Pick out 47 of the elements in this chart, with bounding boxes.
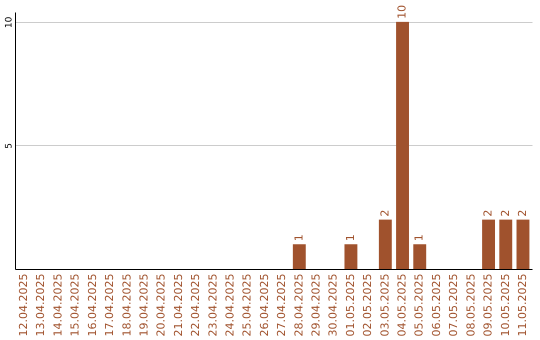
x-tick-label: 26.04.2025 bbox=[258, 274, 271, 336]
data-label: 2 bbox=[516, 210, 529, 217]
bar bbox=[344, 244, 358, 269]
data-label: 10 bbox=[396, 4, 409, 19]
bar bbox=[378, 220, 392, 269]
data-label: 2 bbox=[378, 210, 392, 217]
x-tick-label: 21.04.2025 bbox=[172, 274, 185, 336]
x-tick-label: 01.05.2025 bbox=[344, 274, 357, 336]
bar bbox=[396, 22, 409, 269]
x-tick-label: 08.05.2025 bbox=[464, 274, 478, 336]
x-tick-label: 02.05.2025 bbox=[361, 274, 374, 336]
x-tick-label: 14.04.2025 bbox=[51, 274, 64, 336]
data-label: 1 bbox=[412, 234, 426, 242]
x-tick-label: 17.04.2025 bbox=[103, 274, 116, 336]
x-tick-label: 03.05.2025 bbox=[378, 274, 392, 336]
data-label: 2 bbox=[498, 210, 512, 217]
x-tick-label: 06.05.2025 bbox=[430, 274, 443, 336]
x-tick-label: 24.04.2025 bbox=[223, 274, 236, 336]
x-tick-label: 25.04.2025 bbox=[240, 274, 254, 336]
data-label: 1 bbox=[292, 234, 306, 242]
data-label: 1 bbox=[344, 234, 357, 242]
data-label: 2 bbox=[482, 210, 495, 217]
bar bbox=[482, 220, 496, 269]
x-tick-label: 11.05.2025 bbox=[516, 274, 529, 336]
x-tick-label: 19.04.2025 bbox=[137, 274, 150, 336]
x-tick-label: 28.04.2025 bbox=[292, 274, 306, 336]
x-tick-label: 18.04.2025 bbox=[120, 274, 134, 336]
bar bbox=[292, 244, 306, 269]
bar bbox=[499, 220, 512, 269]
x-tick-label: 16.04.2025 bbox=[86, 274, 99, 336]
x-tick-label: 20.04.2025 bbox=[154, 274, 168, 336]
x-tick-label: 30.04.2025 bbox=[326, 274, 340, 336]
x-tick-label: 13.04.2025 bbox=[34, 274, 48, 336]
x-tick-label: 27.04.2025 bbox=[275, 274, 288, 336]
x-tick-label: 22.04.2025 bbox=[189, 274, 202, 336]
x-tick-label: 04.05.2025 bbox=[396, 274, 409, 336]
y-tick-label: 5 bbox=[4, 143, 14, 149]
x-tick-label: 29.04.2025 bbox=[310, 274, 323, 336]
bar bbox=[413, 244, 426, 269]
x-tick-label: 07.05.2025 bbox=[447, 274, 460, 336]
bar bbox=[516, 220, 530, 269]
x-tick-label: 09.05.2025 bbox=[482, 274, 495, 336]
x-tick-label: 23.04.2025 bbox=[206, 274, 220, 336]
x-tick-label: 12.04.2025 bbox=[17, 274, 30, 336]
x-tick-label: 15.04.2025 bbox=[68, 274, 82, 336]
x-tick-label: 05.05.2025 bbox=[412, 274, 426, 336]
x-tick-label: 10.05.2025 bbox=[498, 274, 512, 336]
